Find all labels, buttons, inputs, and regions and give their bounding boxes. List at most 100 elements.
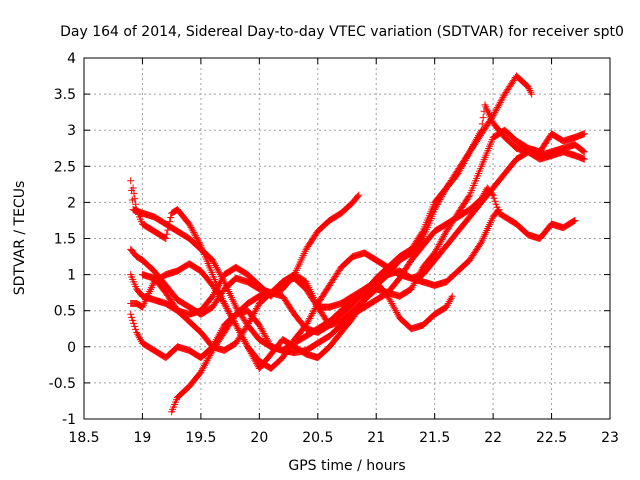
y-tick-label: 3.5 <box>54 87 76 103</box>
x-tick-label: 20.5 <box>302 430 333 446</box>
data-point <box>498 95 506 103</box>
data-point <box>305 316 313 324</box>
data-point <box>216 278 224 286</box>
data-point <box>439 234 447 242</box>
data-point <box>222 303 230 311</box>
data-point <box>242 339 250 347</box>
data-point <box>194 237 202 245</box>
data-point <box>473 135 481 143</box>
data-point <box>448 292 456 300</box>
data-point <box>204 355 212 363</box>
data-point <box>491 108 499 116</box>
data-point <box>197 368 205 376</box>
data-point <box>187 223 195 231</box>
data-point <box>570 217 578 225</box>
data-point <box>248 351 256 359</box>
series-track-2 <box>129 141 588 372</box>
data-point <box>212 263 220 271</box>
axis-ticks: 18.5 19 19.5 20 20.5 21 21.5 22 22.5 23-1-0.500.5… <box>49 51 619 446</box>
data-point <box>528 90 536 98</box>
data-point <box>477 126 485 134</box>
data-point <box>444 299 452 307</box>
data-point <box>188 225 196 233</box>
data-point <box>131 322 139 330</box>
data-point <box>408 283 416 291</box>
data-point <box>211 289 219 297</box>
data-point <box>163 230 171 238</box>
data-point <box>433 244 441 252</box>
data-point <box>215 269 223 277</box>
data-point <box>192 233 200 241</box>
data-point <box>193 235 201 243</box>
data-point <box>240 336 248 344</box>
data-point <box>468 144 476 152</box>
data-point <box>479 114 487 122</box>
data-point <box>478 120 486 128</box>
data-point <box>407 285 415 293</box>
data-point <box>476 128 484 136</box>
data-point <box>489 191 497 199</box>
y-tick-label: 0.5 <box>54 304 76 320</box>
x-tick-label: 23 <box>601 430 619 446</box>
data-point <box>432 247 440 255</box>
data-point <box>469 142 477 150</box>
data-point <box>388 299 396 307</box>
data-point <box>254 303 262 311</box>
data-point <box>203 356 211 364</box>
data-point <box>493 105 501 113</box>
data-point <box>579 147 587 155</box>
data-point <box>465 193 473 201</box>
data-point <box>245 344 253 352</box>
series-track-1 <box>127 177 579 357</box>
data-point <box>191 232 199 240</box>
data-point <box>213 265 221 273</box>
data-point <box>214 281 222 289</box>
data-point <box>253 304 261 312</box>
data-point <box>162 235 170 242</box>
data-point <box>436 239 444 247</box>
data-point <box>384 292 392 300</box>
data-point <box>241 337 249 345</box>
data-point <box>499 93 507 101</box>
data-point <box>217 276 225 284</box>
data-point <box>261 331 269 339</box>
data-point <box>389 301 397 309</box>
data-point <box>247 349 255 357</box>
data-point <box>472 137 480 145</box>
data-point <box>238 332 246 340</box>
x-tick-label: 19.5 <box>185 430 216 446</box>
series-track-5 <box>127 126 588 372</box>
data-point <box>129 316 137 324</box>
data-point <box>200 363 208 371</box>
data-point <box>224 306 232 314</box>
data-point <box>475 132 482 140</box>
data-point <box>211 260 219 268</box>
data-point <box>258 326 266 334</box>
data-point <box>234 325 242 333</box>
x-tick-label: 18.5 <box>68 430 99 446</box>
data-point <box>195 238 203 246</box>
data-point <box>392 307 400 315</box>
data-point <box>416 269 424 277</box>
data-point <box>132 200 140 208</box>
data-point <box>135 332 143 340</box>
data-point <box>309 308 317 316</box>
y-tick-label: 4 <box>67 51 76 67</box>
data-point <box>245 318 253 326</box>
data-point <box>467 146 475 154</box>
data-point <box>255 321 263 329</box>
data-point <box>232 321 240 329</box>
data-point <box>394 310 402 318</box>
data-point <box>354 192 362 200</box>
data-point <box>236 328 244 336</box>
data-point <box>441 231 449 239</box>
data-point <box>466 148 474 156</box>
data-point <box>494 207 502 215</box>
data-point <box>263 334 271 342</box>
x-axis-title: GPS time / hours <box>288 458 405 474</box>
data-point <box>393 309 401 317</box>
y-tick-label: 2.5 <box>54 159 76 175</box>
data-point <box>434 242 442 250</box>
data-point <box>235 327 243 335</box>
data-point <box>495 102 503 110</box>
